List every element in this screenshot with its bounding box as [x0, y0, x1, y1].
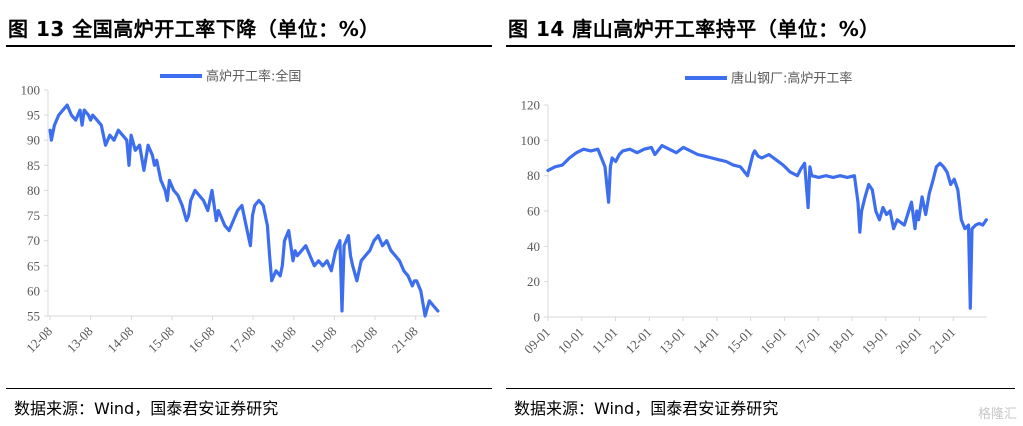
- x-tick-label: 14-01: [690, 325, 722, 357]
- title-rule: [506, 45, 1015, 47]
- source-note: 数据来源：Wind，国泰君安证券研究: [514, 399, 779, 418]
- legend-label: 唐山钢厂:高炉开工率: [731, 71, 852, 87]
- source-rule: [506, 388, 1015, 389]
- y-tick-label: 0: [534, 310, 541, 325]
- x-tick-label: 11-01: [589, 325, 621, 357]
- panel-tangshan: 图 14 唐山高炉开工率持平（单位：%） 0 20 40 60 80 100 120 09-0…: [500, 0, 1023, 426]
- line-chart-tangshan: 0 20 40 60 80 100 120 09-01 10-01 11-01 12-01 13-01…: [521, 71, 988, 357]
- x-tick-label: 19-08: [307, 324, 339, 356]
- x-tick-label: 15-08: [145, 324, 177, 356]
- x-tick-label: 10-01: [555, 325, 587, 357]
- series-line: [48, 103, 440, 318]
- x-tick-label: 21-01: [926, 325, 958, 357]
- y-tick-label: 70: [27, 233, 40, 248]
- legend-label: 高炉开工率:全国: [206, 69, 301, 85]
- line-chart-national: 55 60 65 70 75 80 85 90 95 100 12-08 13-08 14-08 15-0…: [21, 69, 440, 356]
- chart-title: 图 14 唐山高炉开工率持平（单位：%）: [508, 17, 880, 41]
- x-tick-label: 18-01: [825, 325, 857, 357]
- watermark-logo: 格隆汇: [977, 407, 1017, 422]
- x-tick-label: 15-01: [724, 325, 756, 357]
- source-rule: [6, 388, 492, 389]
- y-tick-label: 20: [527, 274, 540, 289]
- y-tick-label: 85: [27, 158, 40, 173]
- x-tick-label: 18-08: [267, 324, 299, 356]
- series-line: [546, 144, 988, 310]
- x-tick-label: 17-08: [226, 324, 258, 356]
- x-tick-label: 13-01: [656, 325, 688, 357]
- y-tick-label: 90: [27, 133, 40, 148]
- x-tick-label: 14-08: [104, 324, 136, 356]
- x-tick-label: 16-08: [186, 324, 218, 356]
- y-tick-label: 80: [527, 168, 540, 183]
- x-tick-label: 17-01: [791, 325, 823, 357]
- x-tick-label: 20-08: [348, 324, 380, 356]
- y-tick-label: 55: [27, 309, 40, 324]
- title-rule: [6, 45, 492, 47]
- x-tick-label: 19-01: [859, 325, 891, 357]
- x-tick-label: 21-08: [389, 324, 421, 356]
- x-tick-label: 12-08: [23, 324, 55, 356]
- y-tick-label: 100: [21, 83, 41, 98]
- x-tick-label: 12-01: [622, 325, 654, 357]
- x-tick-label: 16-01: [757, 325, 789, 357]
- y-tick-label: 65: [27, 258, 40, 273]
- y-tick-label: 75: [27, 208, 40, 223]
- y-tick-label: 100: [521, 133, 541, 148]
- y-tick-label: 60: [27, 283, 40, 298]
- y-tick-label: 95: [27, 108, 40, 123]
- y-tick-label: 60: [527, 204, 540, 219]
- chart-title: 图 13 全国高炉开工率下降（单位：%）: [8, 17, 380, 41]
- source-note: 数据来源：Wind，国泰君安证券研究: [14, 399, 279, 418]
- x-tick-label: 13-08: [64, 324, 96, 356]
- panel-national: 图 13 全国高炉开工率下降（单位：%） 55 60 65 70 75 80 85 90 95 1…: [0, 0, 500, 426]
- y-tick-label: 40: [527, 239, 540, 254]
- y-tick-label: 80: [27, 183, 40, 198]
- y-tick-label: 120: [521, 98, 541, 113]
- x-tick-label: 09-01: [521, 325, 553, 357]
- x-tick-label: 20-01: [893, 325, 925, 357]
